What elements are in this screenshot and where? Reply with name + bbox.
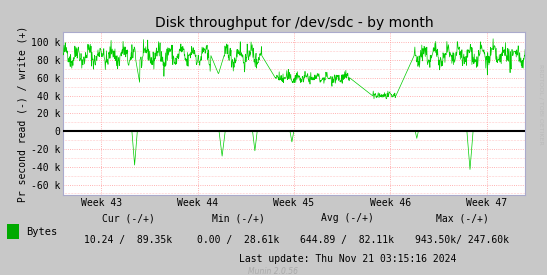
Text: Last update: Thu Nov 21 03:15:16 2024: Last update: Thu Nov 21 03:15:16 2024 [238,254,456,264]
Text: RRDTOOL / TOBI OETIKER: RRDTOOL / TOBI OETIKER [538,64,543,145]
Title: Disk throughput for /dev/sdc - by month: Disk throughput for /dev/sdc - by month [155,16,433,31]
Text: Munin 2.0.56: Munin 2.0.56 [248,267,299,275]
Text: Cur (-/+): Cur (-/+) [102,213,155,223]
Text: Bytes: Bytes [26,227,57,237]
Text: 10.24 /  89.35k: 10.24 / 89.35k [84,235,173,245]
Text: 644.89 /  82.11k: 644.89 / 82.11k [300,235,394,245]
Text: 0.00 /  28.61k: 0.00 / 28.61k [197,235,279,245]
Text: Min (-/+): Min (-/+) [212,213,264,223]
Text: Max (-/+): Max (-/+) [436,213,488,223]
Y-axis label: Pr second read (-) / write (+): Pr second read (-) / write (+) [18,25,28,202]
Text: Avg (-/+): Avg (-/+) [321,213,374,223]
Text: 943.50k/ 247.60k: 943.50k/ 247.60k [415,235,509,245]
